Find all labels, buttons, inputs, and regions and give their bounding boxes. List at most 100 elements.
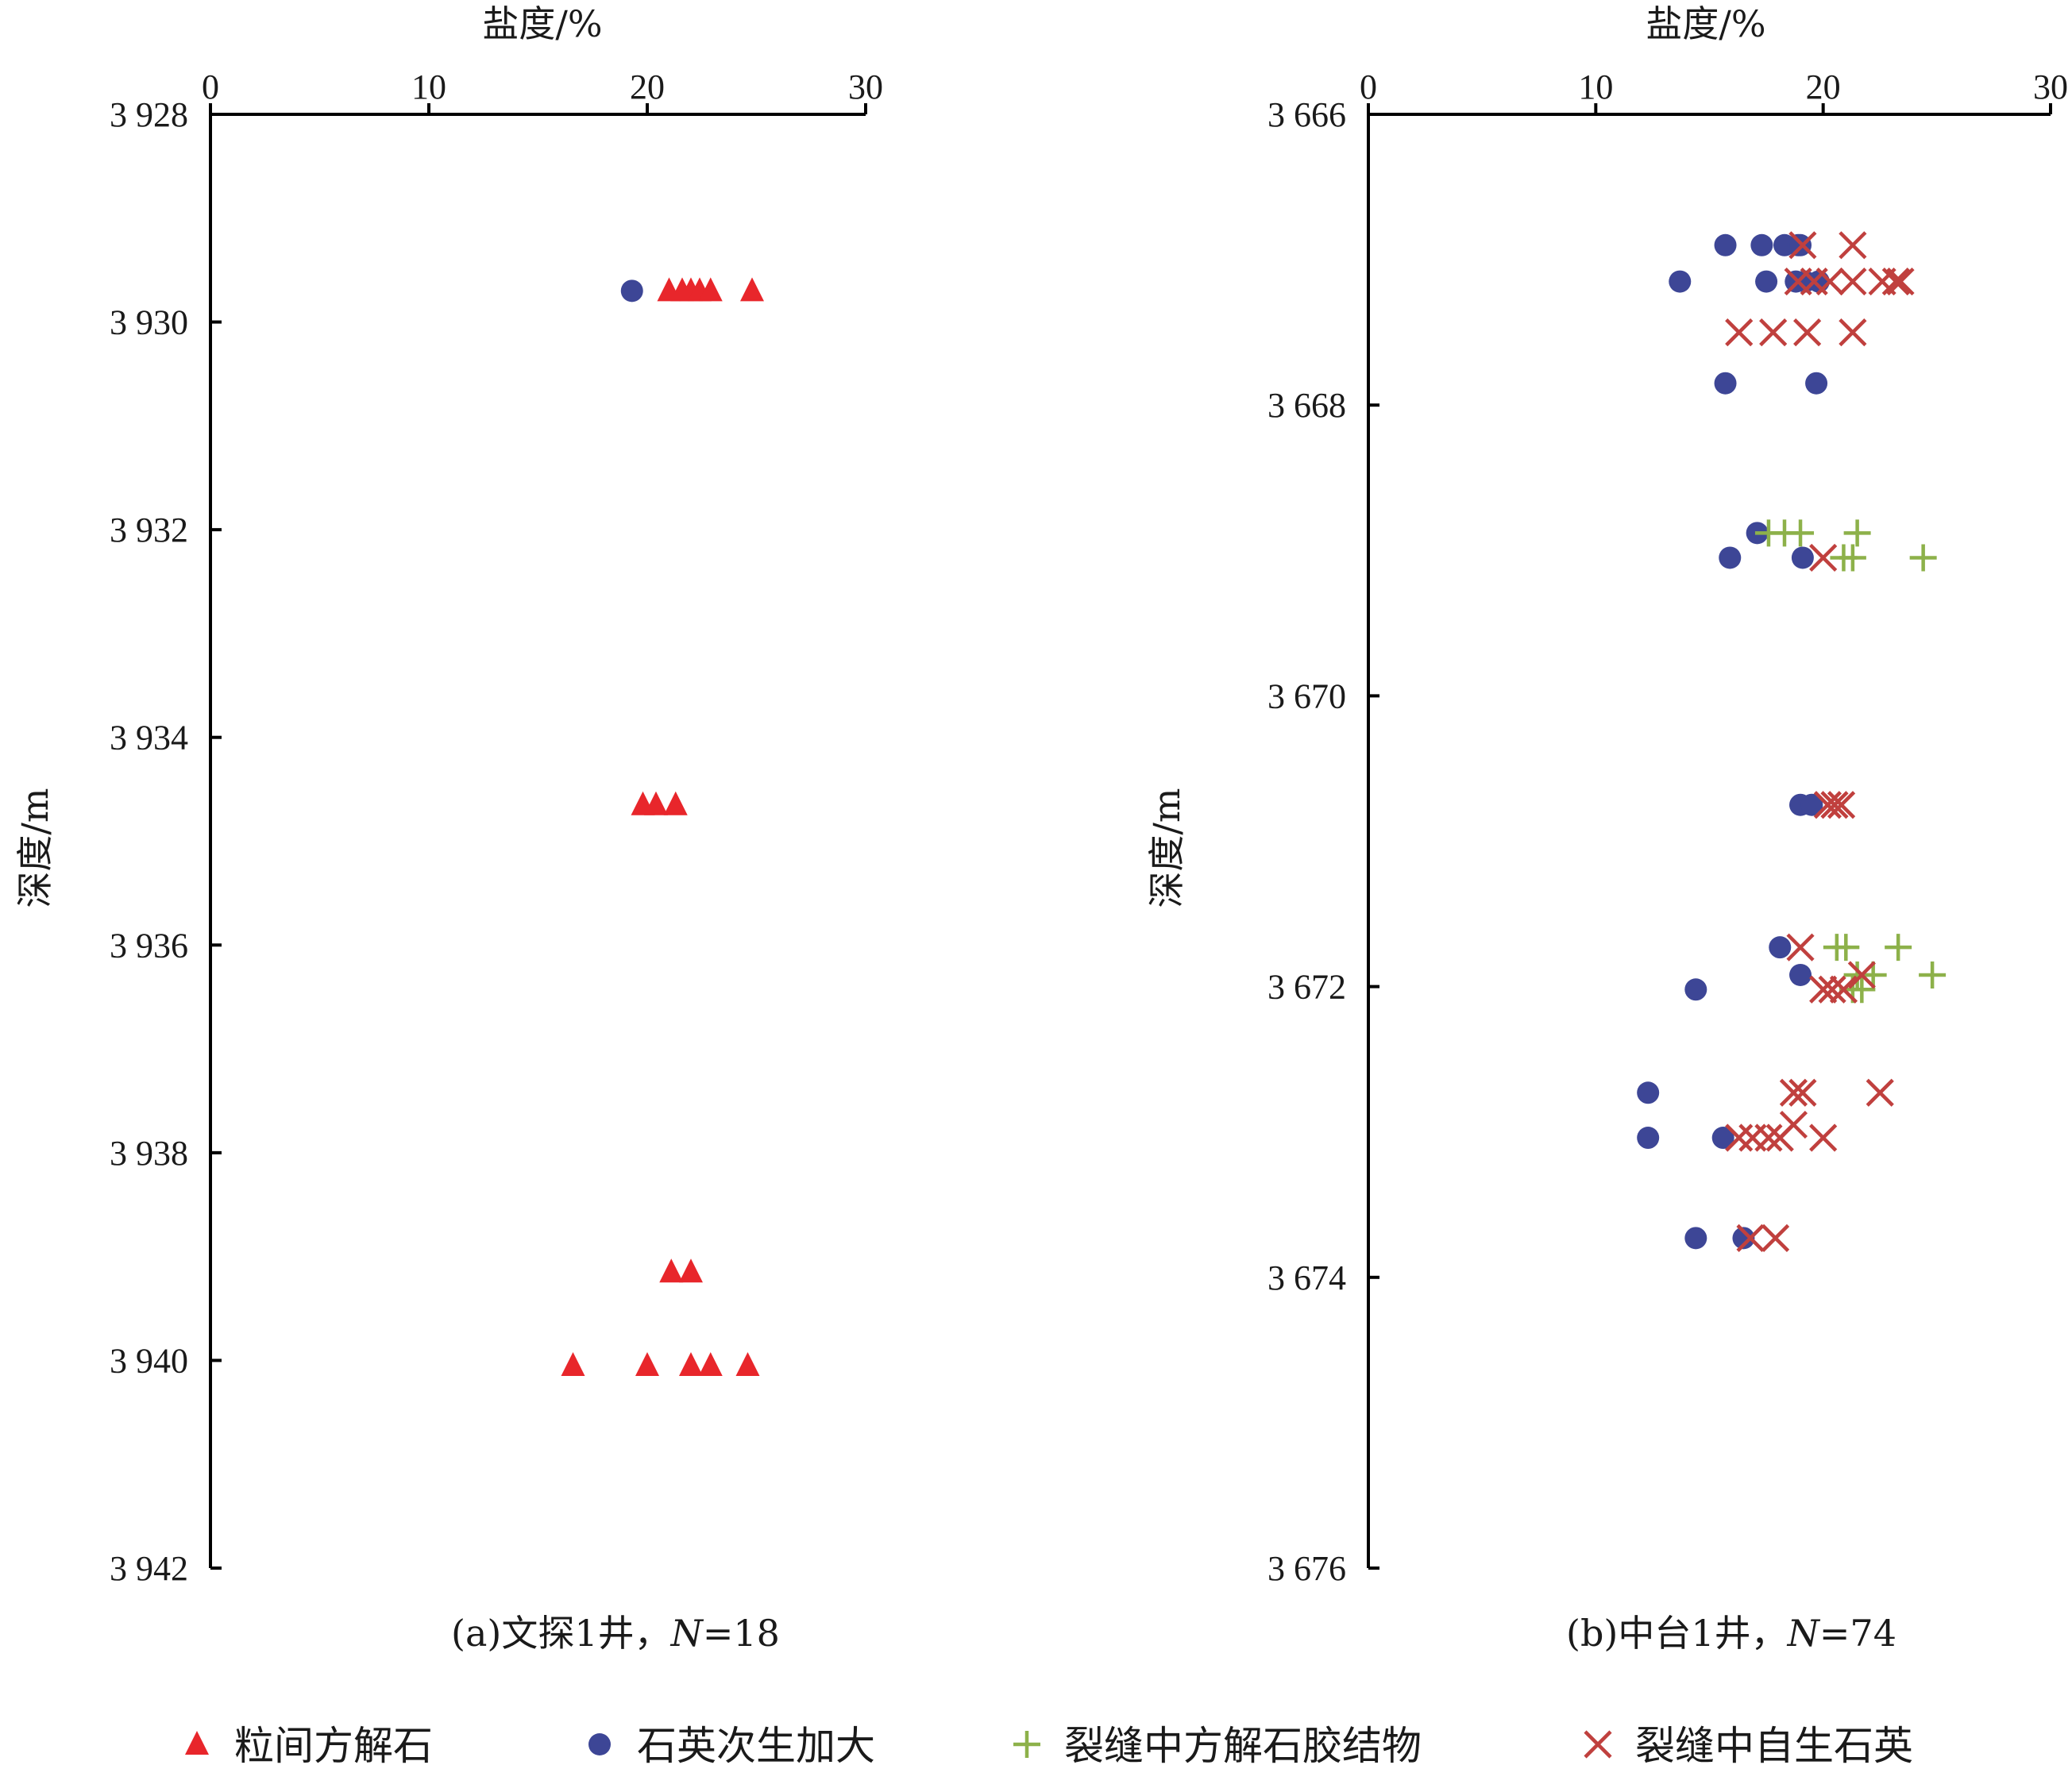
data-point xyxy=(1813,791,1842,819)
data-point xyxy=(1637,1081,1660,1104)
data-point xyxy=(740,277,764,302)
data-point xyxy=(1725,1123,1754,1152)
x-tick-label: 30 xyxy=(2033,67,2068,106)
data-point xyxy=(1736,1224,1765,1252)
data-point xyxy=(1765,1123,1794,1152)
panel-b: 0 10 20 30 3 666 3 668 3 670 3 672 3 674 3 676 盐度/… xyxy=(1145,2,2068,1655)
data-point xyxy=(1848,976,1876,1004)
data-point xyxy=(1827,791,1856,819)
data-point xyxy=(1637,1127,1660,1150)
data-point xyxy=(1886,267,1915,296)
panel-caption: (b)中台1井，N=74 xyxy=(1566,1612,1896,1655)
legend-label: 粒间方解石 xyxy=(234,1723,433,1765)
series-fracture_calcite_cement xyxy=(1754,519,1947,1004)
data-point xyxy=(698,1351,723,1376)
data-point xyxy=(1919,961,1947,988)
y-tick-label: 3 934 xyxy=(110,719,188,757)
y-tick-label: 3 666 xyxy=(1268,95,1346,134)
data-point xyxy=(1684,978,1707,1001)
legend: 粒间方解石 石英次生加大 裂缝中方解石胶结物 裂缝中自生石英 xyxy=(185,1723,1913,1765)
data-point xyxy=(561,1351,585,1376)
data-point xyxy=(1719,546,1742,569)
x-tick-label: 20 xyxy=(630,67,665,106)
data-point xyxy=(1829,975,1858,1004)
y-tick-label: 3 676 xyxy=(1268,1549,1346,1588)
data-point xyxy=(1818,975,1846,1004)
legend-item-quartz_overgrowth: 石英次生加大 xyxy=(588,1723,875,1765)
x-axis-title: 盐度/% xyxy=(482,2,602,45)
y-tick-label: 3 942 xyxy=(110,1549,188,1588)
y-axis-title: 深度/m xyxy=(1145,788,1188,908)
data-point xyxy=(1786,933,1815,962)
y-tick-label: 3 668 xyxy=(1268,386,1346,425)
legend-item-fracture_authigenic_quartz: 裂缝中自生石英 xyxy=(1584,1723,1913,1765)
y-tick-label: 3 936 xyxy=(110,926,188,965)
data-point xyxy=(1732,1227,1755,1250)
series-quartz_overgrowth xyxy=(620,279,643,303)
data-point xyxy=(1711,1127,1734,1150)
y-tick-label: 3 670 xyxy=(1268,676,1346,715)
data-point xyxy=(1754,1123,1783,1152)
data-point xyxy=(1793,318,1822,347)
data-point xyxy=(1714,372,1737,395)
data-point xyxy=(1807,270,1830,293)
data-point xyxy=(1881,267,1910,296)
data-point xyxy=(644,791,668,815)
data-point xyxy=(1759,318,1788,347)
data-point xyxy=(679,1351,703,1376)
y-axis-title: 深度/m xyxy=(14,788,56,908)
data-point xyxy=(1839,231,1867,260)
legend-item-intergranular_calcite: 粒间方解石 xyxy=(185,1723,433,1765)
data-point xyxy=(1714,233,1737,256)
data-point xyxy=(1755,270,1778,293)
data-point xyxy=(1815,267,1844,296)
data-point xyxy=(1684,1227,1707,1250)
data-point xyxy=(1669,270,1692,293)
data-point xyxy=(1809,1123,1838,1152)
data-point xyxy=(1788,231,1817,260)
y-tick-label: 3 932 xyxy=(110,511,188,549)
data-point xyxy=(1805,372,1828,395)
data-point xyxy=(1788,1078,1817,1107)
data-point xyxy=(1789,963,1812,986)
legend-item-fracture_calcite_cement: 裂缝中方解石胶结物 xyxy=(1013,1723,1422,1765)
data-point xyxy=(1779,1078,1808,1107)
y-tick-label: 3 938 xyxy=(110,1134,188,1173)
data-point xyxy=(679,1258,703,1283)
data-point xyxy=(1832,934,1860,962)
legend-marker xyxy=(588,1733,611,1755)
data-point xyxy=(1909,544,1937,572)
data-point xyxy=(1866,1078,1894,1107)
y-tick-label: 3 672 xyxy=(1268,968,1346,1007)
x-axis-title: 盐度/% xyxy=(1646,2,1765,45)
x-tick-label: 10 xyxy=(411,67,446,106)
data-point xyxy=(659,1258,684,1283)
y-tick-label: 3 930 xyxy=(110,303,188,342)
data-point xyxy=(1839,267,1867,296)
series-intergranular_calcite xyxy=(561,277,764,1376)
data-point xyxy=(1839,318,1867,347)
x-tick-label: 0 xyxy=(1360,67,1377,106)
data-point xyxy=(1847,961,1876,989)
data-point xyxy=(1800,793,1823,816)
y-tick-label: 3 940 xyxy=(110,1341,188,1380)
y-tick-label: 3 928 xyxy=(110,95,188,134)
data-point xyxy=(1761,1224,1790,1252)
data-point xyxy=(1820,791,1849,819)
data-point xyxy=(1843,519,1871,547)
legend-label: 裂缝中方解石胶结物 xyxy=(1064,1723,1422,1765)
data-point xyxy=(1809,975,1838,1004)
y-tick-label: 3 674 xyxy=(1268,1258,1346,1297)
data-point xyxy=(1787,519,1815,547)
series-fracture_authigenic_quartz xyxy=(1725,231,1915,1252)
x-tick-label: 20 xyxy=(1806,67,1841,106)
legend-marker xyxy=(185,1731,209,1755)
data-point xyxy=(620,279,643,303)
data-point xyxy=(1809,543,1838,572)
data-point xyxy=(1791,546,1814,569)
data-point xyxy=(1769,936,1792,959)
data-point xyxy=(1885,934,1912,962)
legend-marker xyxy=(1013,1731,1040,1758)
data-point xyxy=(635,1351,659,1376)
